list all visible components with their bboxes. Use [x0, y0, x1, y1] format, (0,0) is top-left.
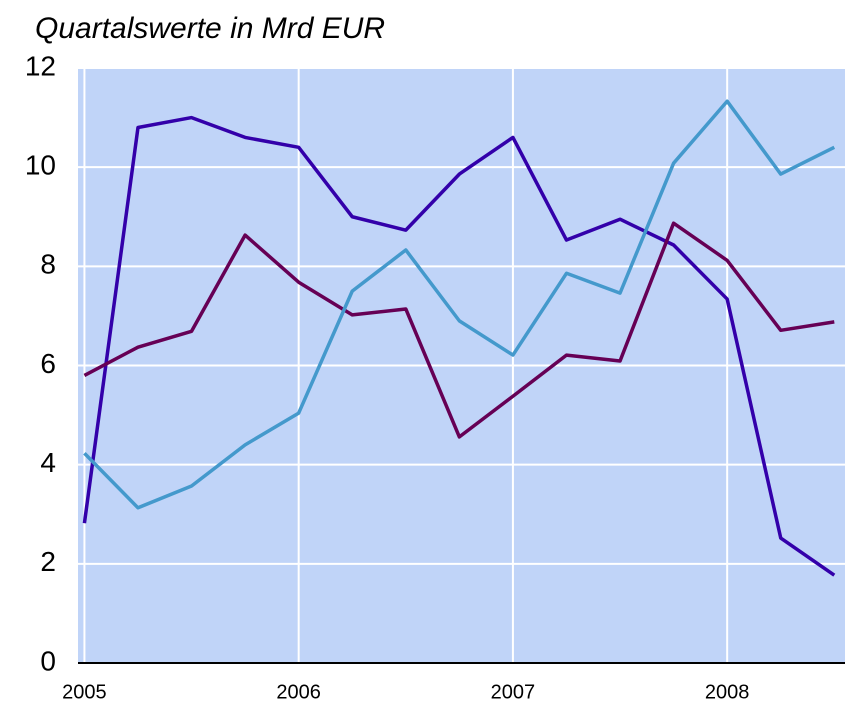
line-series: [83, 221, 835, 439]
x-tick-label: 2007: [491, 681, 536, 703]
x-tick-label: 2008: [705, 681, 750, 703]
x-tick-label: 2005: [62, 681, 107, 703]
chart-title: Quartalswerte in Mrd EUR: [35, 12, 385, 45]
y-tick-label: 12: [25, 50, 56, 81]
y-tick-label: 8: [40, 249, 56, 280]
y-tick-label: 4: [40, 447, 56, 478]
y-tick-label: 10: [25, 150, 56, 181]
line-series: [82, 115, 836, 577]
y-tick-label: 0: [40, 645, 56, 676]
line-series: [83, 99, 836, 510]
y-tick-label: 6: [40, 348, 56, 379]
y-tick-label: 2: [40, 546, 56, 577]
x-tick-label: 2006: [276, 681, 321, 703]
